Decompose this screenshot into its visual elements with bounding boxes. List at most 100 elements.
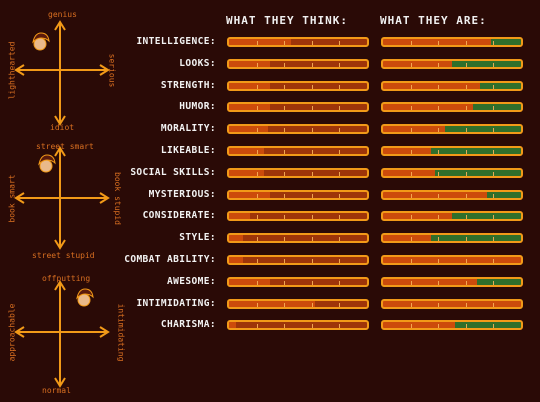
- think-bar: [227, 124, 369, 135]
- bar-tick: [438, 237, 440, 242]
- bar-tick: [493, 150, 495, 154]
- bar-tick: [465, 193, 467, 198]
- chart2-bottom-label: street stupid: [32, 251, 95, 260]
- bar-tick: [256, 41, 258, 45]
- bar-tick: [438, 128, 440, 133]
- bar-tick: [311, 193, 313, 198]
- bar-tick: [410, 280, 412, 285]
- bar-tick: [493, 259, 495, 263]
- think-bar: [227, 80, 369, 91]
- bar-tick: [284, 193, 286, 198]
- bar-tick: [256, 84, 258, 89]
- bar-tick: [256, 128, 258, 133]
- bar-tick: [256, 193, 258, 198]
- bar-tick: [410, 128, 412, 133]
- bar-tick: [410, 41, 412, 45]
- bar-tick: [339, 62, 341, 67]
- think-fill: [229, 60, 271, 67]
- bar-tick: [256, 280, 258, 285]
- bar-tick: [256, 106, 258, 111]
- think-fill: [229, 126, 268, 133]
- are-bar: [381, 124, 523, 135]
- chart1-bottom-label: idiot: [50, 123, 75, 132]
- bar-tick: [465, 302, 467, 307]
- chart1-top-label: genius: [48, 10, 77, 19]
- chart2-top-label: street smart: [36, 142, 94, 151]
- think-fill: [229, 213, 250, 220]
- bar-tick: [465, 41, 467, 45]
- bar-tick: [493, 106, 495, 111]
- think-bar: [227, 102, 369, 113]
- bar-tick: [339, 171, 341, 176]
- bar-tick: [493, 41, 495, 45]
- are-green-fill: [452, 213, 521, 220]
- are-bar: [381, 276, 523, 287]
- are-bar: [381, 233, 523, 244]
- bar-tick: [465, 128, 467, 133]
- bar-tick: [493, 171, 495, 176]
- bar-tick: [256, 171, 258, 176]
- bar-tick: [311, 128, 313, 133]
- are-green-fill: [435, 169, 521, 176]
- bar-tick: [465, 150, 467, 154]
- are-green-fill: [476, 278, 521, 285]
- bar-tick: [493, 193, 495, 198]
- chart3-bottom-label: normal: [42, 386, 71, 395]
- bar-tick: [339, 237, 341, 242]
- are-green-fill: [454, 322, 521, 329]
- chart3-right-label: intimidating: [116, 303, 126, 362]
- bar-tick: [284, 171, 286, 176]
- bar-tick: [339, 302, 341, 307]
- bar-tick: [410, 106, 412, 111]
- think-bar: [227, 255, 369, 265]
- bar-tick: [284, 215, 286, 220]
- are-green-fill: [479, 82, 521, 89]
- are-bar: [381, 189, 523, 200]
- bar-tick: [410, 62, 412, 67]
- face-doodle-icon: [76, 288, 94, 307]
- are-header: WHAT THEY ARE:: [380, 14, 487, 27]
- are-green-fill: [472, 104, 521, 111]
- chart1-left-label: lighthearted: [7, 41, 17, 100]
- bar-tick: [465, 62, 467, 67]
- bar-tick: [311, 171, 313, 176]
- are-bar: [381, 255, 523, 265]
- bar-tick: [311, 324, 313, 329]
- bar-tick: [410, 259, 412, 263]
- bar-tick: [438, 62, 440, 67]
- chart3-top-label: offputting: [42, 274, 91, 283]
- bar-tick: [339, 150, 341, 154]
- bar-tick: [311, 106, 313, 111]
- bar-tick: [410, 171, 412, 176]
- bar-tick: [284, 62, 286, 67]
- trait-label: STYLE:: [179, 232, 216, 244]
- bar-tick: [438, 84, 440, 89]
- bar-tick: [493, 84, 495, 89]
- bar-tick: [493, 215, 495, 220]
- trait-label: LIKEABLE:: [160, 145, 216, 156]
- are-green-fill: [431, 235, 521, 242]
- bar-tick: [493, 237, 495, 242]
- bar-tick: [438, 215, 440, 220]
- think-fill: [229, 257, 243, 263]
- chart3-left-label: approachable: [7, 303, 17, 362]
- are-bar: [381, 80, 523, 91]
- think-bar: [227, 189, 369, 200]
- bar-tick: [339, 41, 341, 45]
- bar-tick: [256, 62, 258, 67]
- are-green-fill: [431, 148, 521, 154]
- bar-tick: [339, 128, 341, 133]
- bar-tick: [311, 237, 313, 242]
- axis-chart-1: [14, 20, 110, 126]
- bar-tick: [493, 302, 495, 307]
- bar-tick: [311, 62, 313, 67]
- bar-tick: [465, 280, 467, 285]
- bar-tick: [284, 41, 286, 45]
- think-bar: [227, 320, 369, 331]
- bar-tick: [438, 324, 440, 329]
- bar-tick: [438, 106, 440, 111]
- bar-tick: [465, 106, 467, 111]
- bar-tick: [438, 171, 440, 176]
- think-fill: [229, 82, 271, 89]
